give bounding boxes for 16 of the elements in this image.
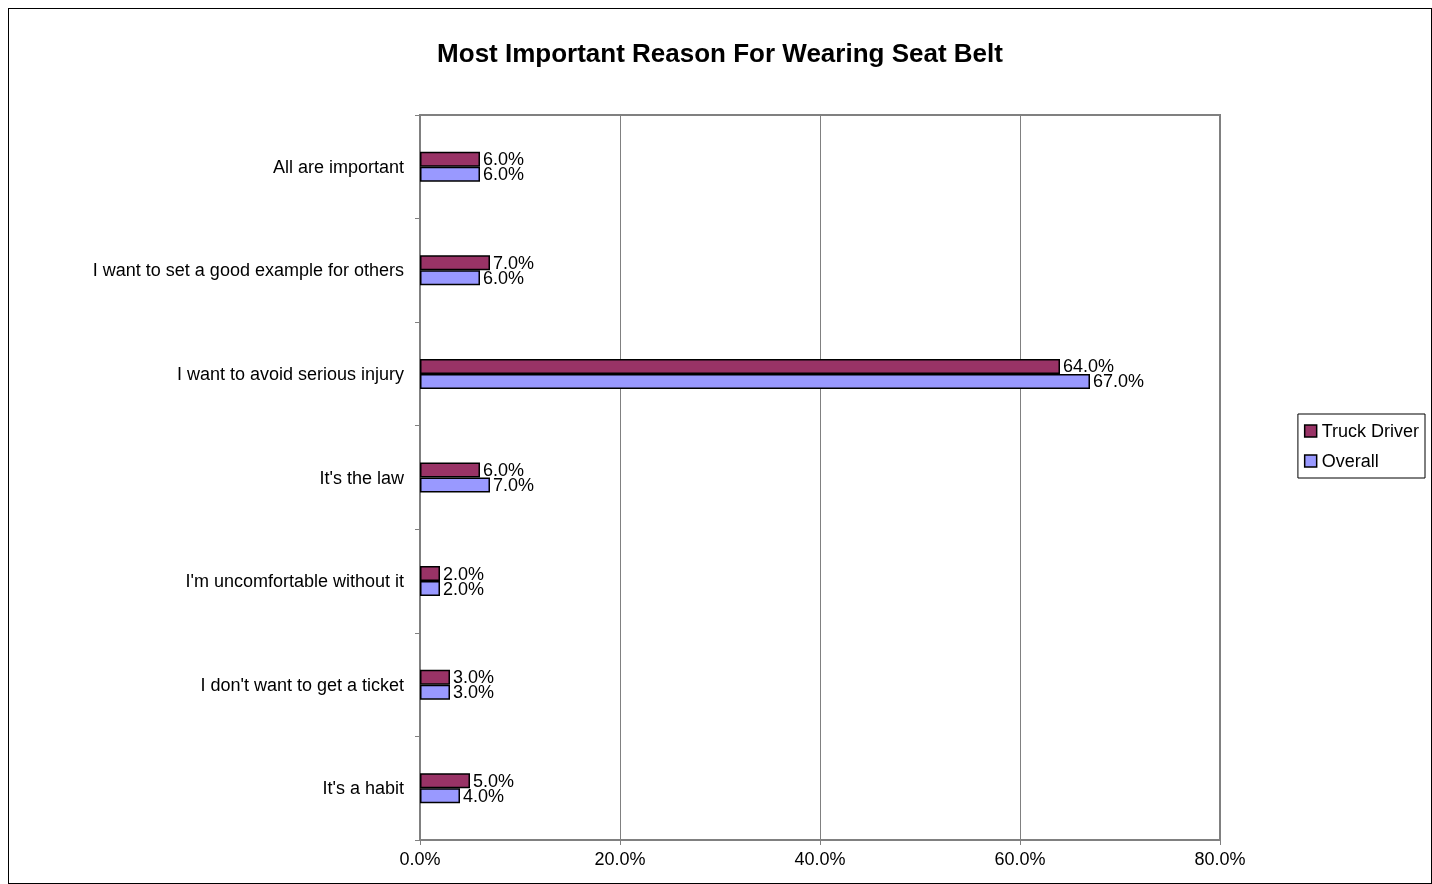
y-tick-label: It's a habit [322, 778, 404, 799]
y-tick-label: I want to avoid serious injury [176, 363, 404, 384]
x-tick-label: 0.0% [399, 849, 441, 869]
y-tick-label: I don't want to get a ticket [200, 674, 404, 695]
y-tick-label: All are important [272, 156, 404, 177]
y-tick-label: It's the law [319, 467, 405, 488]
chart-title: Most Important Reason For Wearing Seat Belt [437, 38, 1004, 68]
x-tick-label: 80.0% [1194, 849, 1246, 869]
x-tick-label: 20.0% [594, 849, 646, 869]
legend-label: Overall [1321, 451, 1379, 471]
data-label: 7.0% [493, 475, 535, 495]
y-tick-label: I'm uncomfortable without it [185, 571, 404, 592]
legend-label: Truck Driver [1321, 421, 1420, 441]
x-tick-label: 60.0% [994, 849, 1046, 869]
x-tick-label: 40.0% [794, 849, 846, 869]
y-tick-label: I want to set a good example for others [92, 260, 404, 281]
